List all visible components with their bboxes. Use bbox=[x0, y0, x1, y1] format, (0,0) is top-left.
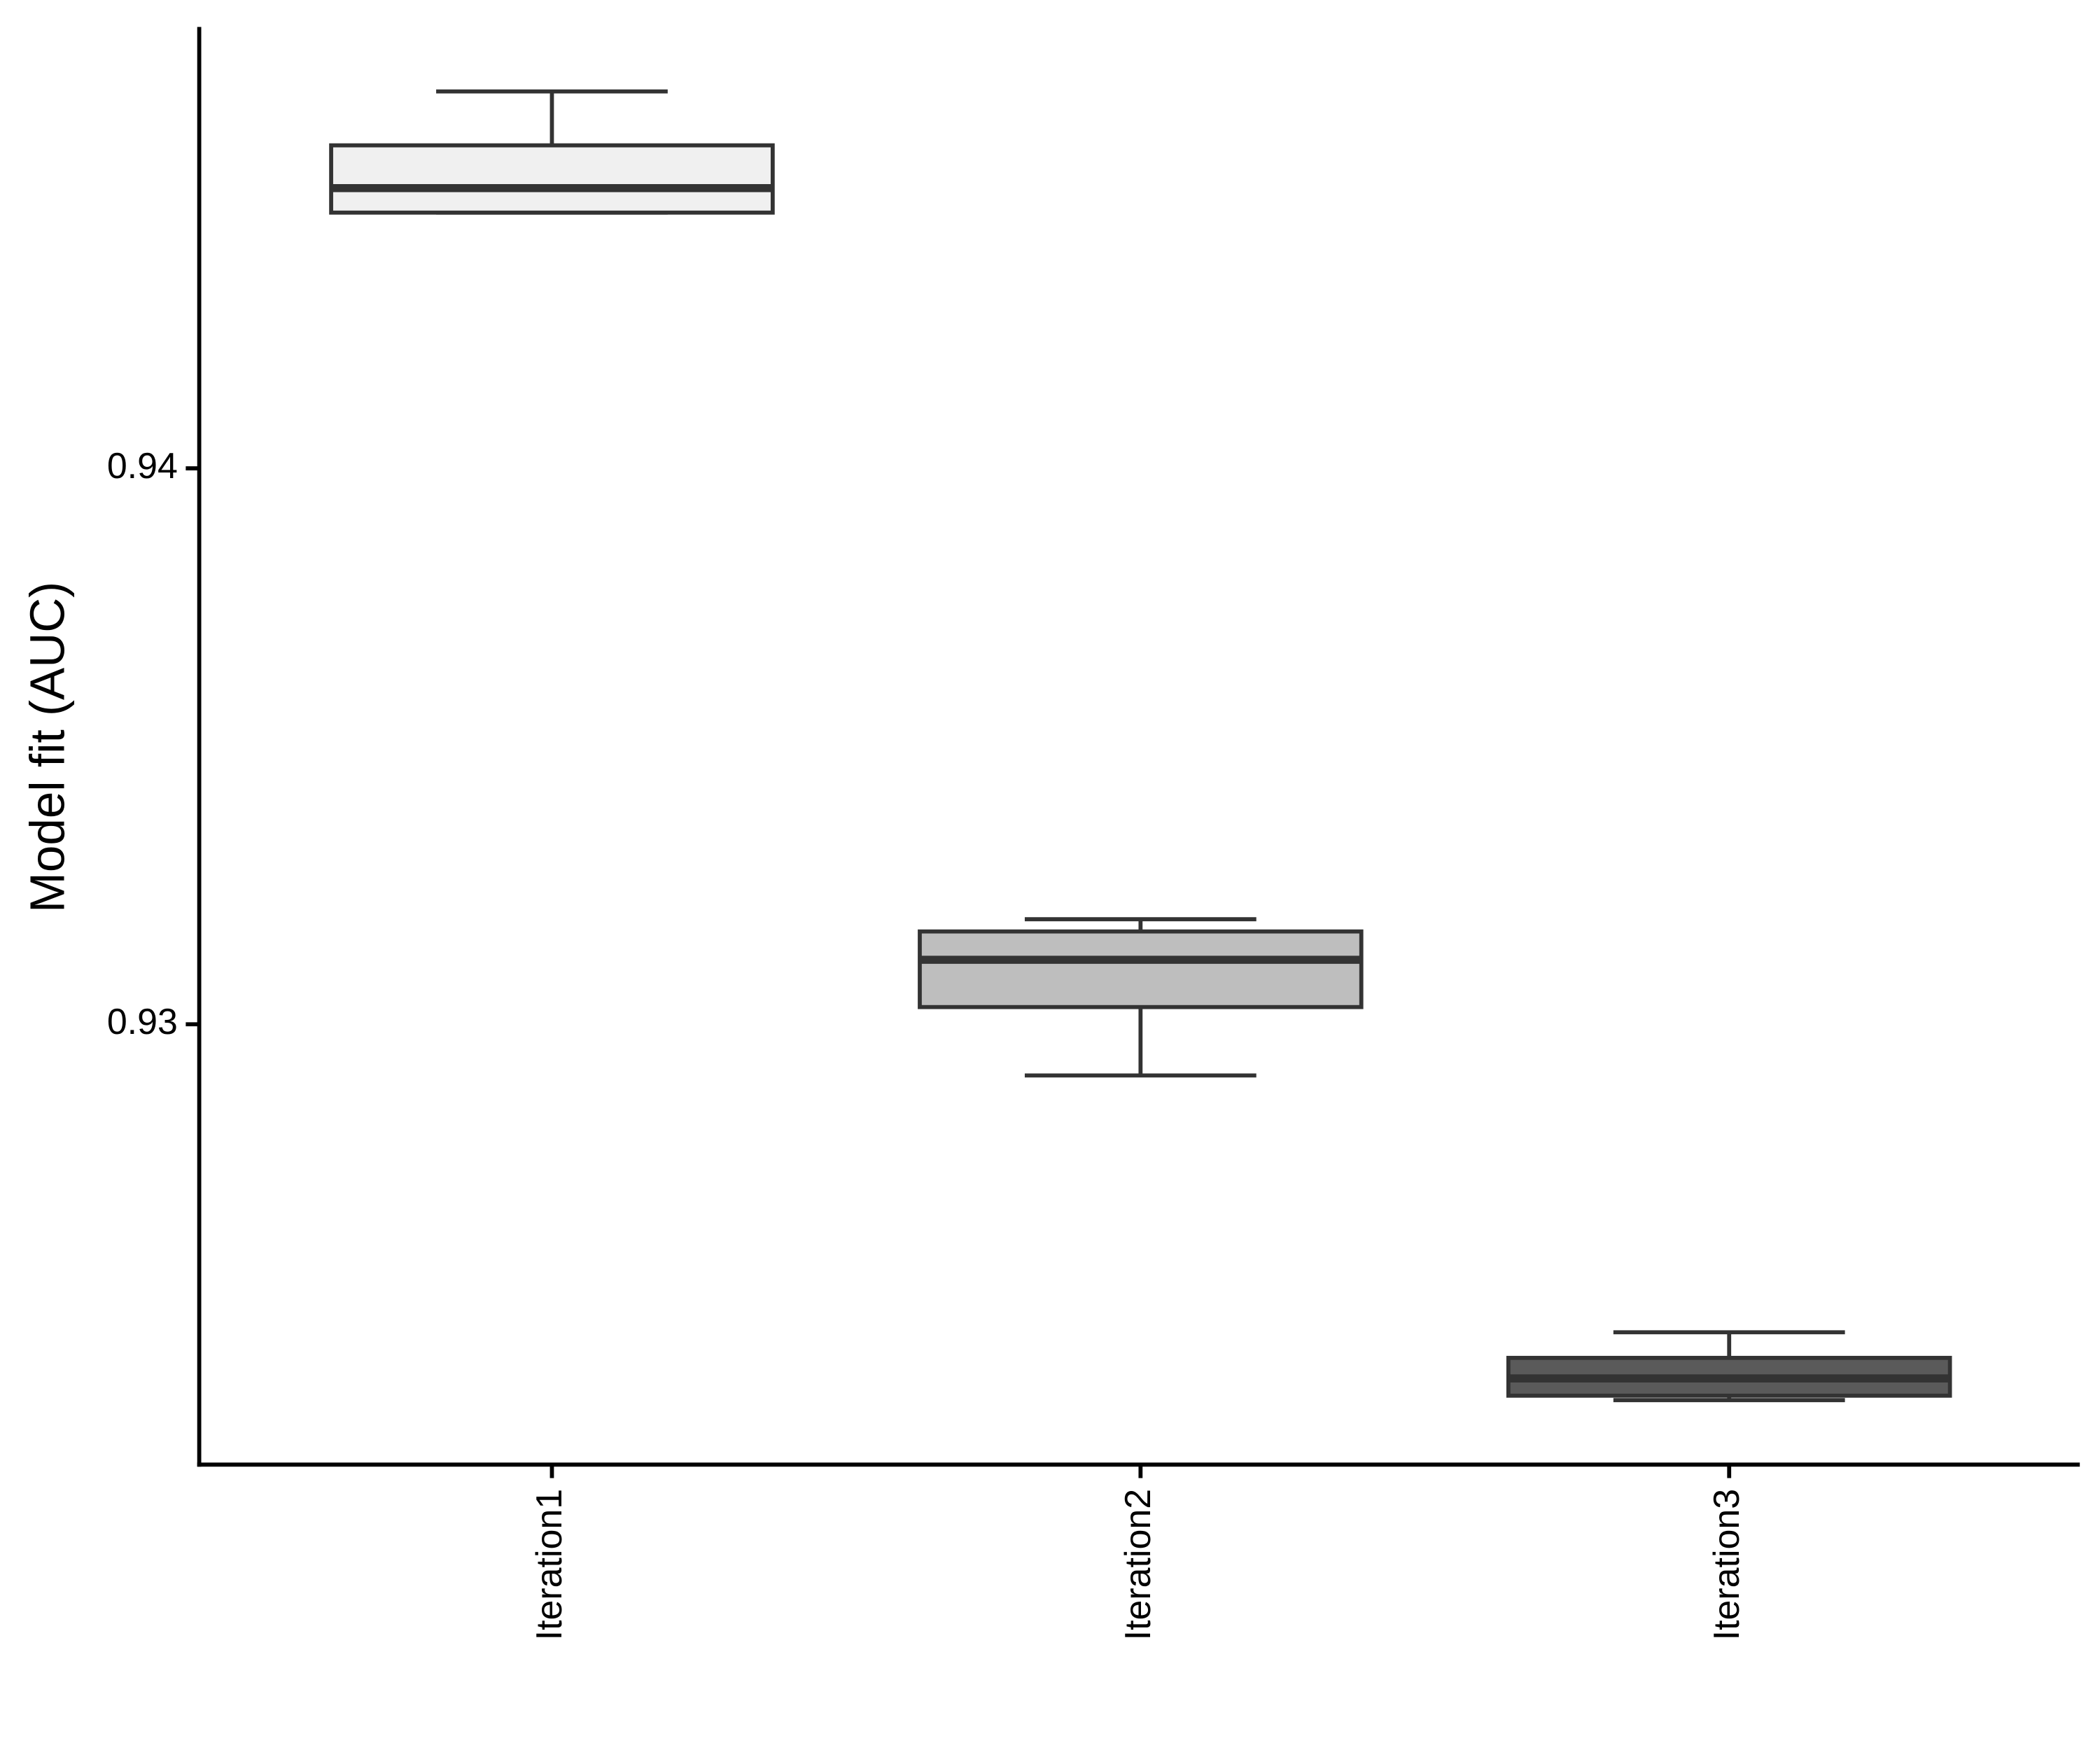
box bbox=[329, 143, 775, 215]
x-tick-label: Iteration3 bbox=[1707, 1489, 1747, 1640]
y-tick-label: 0.94 bbox=[107, 446, 178, 486]
x-tick-label: Iteration1 bbox=[529, 1489, 570, 1640]
y-tick-label: 0.93 bbox=[107, 1002, 178, 1042]
x-tick-label: Iteration2 bbox=[1118, 1489, 1158, 1640]
box bbox=[918, 929, 1364, 1009]
y-axis-title: Model fit (AUC) bbox=[20, 582, 74, 913]
